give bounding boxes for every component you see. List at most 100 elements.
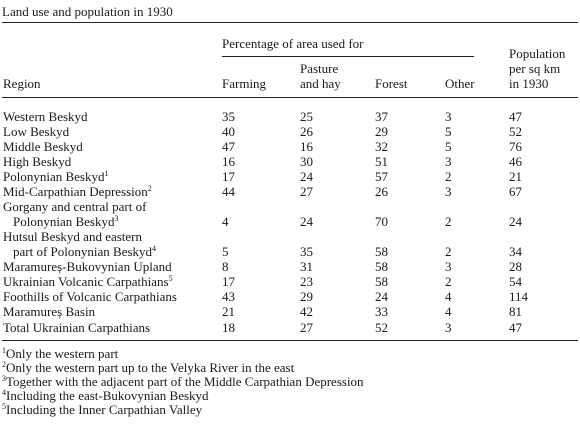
region-label: High Beskyd (3, 154, 72, 169)
cell-pasture: 26 (300, 124, 313, 139)
region-label: Maramureș Basin (3, 304, 96, 319)
cell-other: 4 (445, 304, 452, 319)
cell-pasture: 27 (300, 320, 313, 335)
cell-population: 54 (509, 274, 522, 289)
cell-pasture: 42 (300, 304, 313, 319)
footnote: 3Together with the adjacent part of the … (2, 374, 364, 389)
cell-forest: 52 (375, 320, 388, 335)
cell-pasture: 30 (300, 154, 313, 169)
footnote-text: Including the east-Bukovynian Beskyd (6, 388, 209, 403)
region-name: Middle Beskyd (3, 139, 83, 154)
cell-farming: 8 (222, 259, 229, 274)
footnote-marker: 4 (152, 244, 157, 253)
footnote-marker: 3 (114, 214, 119, 223)
table-title: Land use and population in 1930 (2, 4, 173, 19)
cell-population: 52 (509, 124, 522, 139)
region-name-cont: part of Polonynian Beskyd4 (13, 244, 156, 259)
cell-population: 28 (509, 259, 522, 274)
cell-forest: 58 (375, 274, 388, 289)
header-population-3: in 1930 (509, 76, 549, 91)
cell-farming: 18 (222, 320, 235, 335)
footnote-number: 3 (2, 374, 6, 383)
cell-population: 34 (509, 244, 522, 259)
cell-pasture: 31 (300, 259, 313, 274)
cell-forest: 37 (375, 109, 388, 124)
cell-other: 2 (445, 244, 452, 259)
region-label-cont: Polonynian Beskyd (13, 214, 115, 229)
cell-pasture: 29 (300, 289, 313, 304)
cell-other: 3 (445, 259, 452, 274)
cell-population: 67 (509, 184, 522, 199)
cell-forest: 32 (375, 139, 388, 154)
cell-population: 76 (509, 139, 522, 154)
cell-pasture: 25 (300, 109, 313, 124)
region-name: Ukrainian Volcanic Carpathians5 (3, 274, 173, 289)
cell-pasture: 35 (300, 244, 313, 259)
cell-other: 5 (445, 139, 452, 154)
region-name: Total Ukrainian Carpathians (3, 320, 150, 335)
footnote: 5Including the Inner Carpathian Valley (2, 402, 202, 417)
cell-farming: 16 (222, 154, 235, 169)
footnote-text: Only the western part up to the Velyka R… (6, 360, 295, 375)
cell-population: 24 (509, 214, 522, 229)
footnote: 4Including the east-Bukovynian Beskyd (2, 388, 209, 403)
cell-farming: 43 (222, 289, 235, 304)
region-name: Western Beskyd (3, 109, 88, 124)
cell-population: 47 (509, 320, 522, 335)
footnote-number: 1 (2, 346, 6, 355)
cell-farming: 47 (222, 139, 235, 154)
cell-other: 5 (445, 124, 452, 139)
cell-population: 114 (509, 289, 529, 304)
cell-farming: 21 (222, 304, 235, 319)
cell-forest: 33 (375, 304, 388, 319)
cell-farming: 5 (222, 244, 229, 259)
region-label: Western Beskyd (3, 109, 88, 124)
header-pasture-2: and hay (300, 76, 341, 91)
cell-other: 2 (445, 274, 452, 289)
region-name: Foothills of Volcanic Carpathians (3, 289, 177, 304)
region-name: Mid-Carpathian Depression2 (3, 184, 152, 199)
cell-forest: 70 (375, 214, 388, 229)
footnote-marker: 1 (104, 169, 109, 178)
cell-forest: 26 (375, 184, 388, 199)
footnote-marker: 2 (147, 184, 152, 193)
region-label: Maramureș-Bukovynian Upland (3, 259, 172, 274)
cell-farming: 4 (222, 214, 229, 229)
footnote-number: 2 (2, 360, 6, 369)
cell-other: 3 (445, 184, 452, 199)
region-name-cont: Polonynian Beskyd3 (13, 214, 118, 229)
cell-farming: 40 (222, 124, 235, 139)
bottom-rule (2, 340, 578, 341)
group-rule (222, 56, 474, 57)
cell-farming: 17 (222, 274, 235, 289)
top-rule (2, 22, 578, 23)
region-name: Gorgany and central part of (3, 199, 146, 214)
region-label: Ukrainian Volcanic Carpathians (3, 274, 169, 289)
footnote: 2Only the western part up to the Velyka … (2, 360, 294, 375)
region-name: Polonynian Beskyd1 (3, 169, 108, 184)
cell-farming: 17 (222, 169, 235, 184)
cell-population: 47 (509, 109, 522, 124)
cell-population: 81 (509, 304, 522, 319)
cell-other: 2 (445, 169, 452, 184)
cell-farming: 35 (222, 109, 235, 124)
header-population-2: per sq km (509, 61, 561, 76)
cell-pasture: 24 (300, 214, 313, 229)
region-label: Total Ukrainian Carpathians (3, 320, 151, 335)
cell-population: 46 (509, 154, 522, 169)
footnote-marker: 5 (168, 274, 173, 283)
region-name: Low Beskyd (3, 124, 69, 139)
footnote-number: 5 (2, 402, 6, 411)
cell-population: 21 (509, 169, 522, 184)
cell-forest: 57 (375, 169, 388, 184)
region-label: Low Beskyd (3, 124, 70, 139)
header-group: Percentage of area used for (222, 36, 364, 51)
cell-other: 2 (445, 214, 452, 229)
region-name: High Beskyd (3, 154, 71, 169)
cell-forest: 29 (375, 124, 388, 139)
cell-other: 4 (445, 289, 452, 304)
cell-pasture: 16 (300, 139, 313, 154)
region-label: Hutsul Beskyd and eastern (3, 229, 143, 244)
cell-forest: 24 (375, 289, 388, 304)
region-label: Mid-Carpathian Depression (3, 184, 148, 199)
